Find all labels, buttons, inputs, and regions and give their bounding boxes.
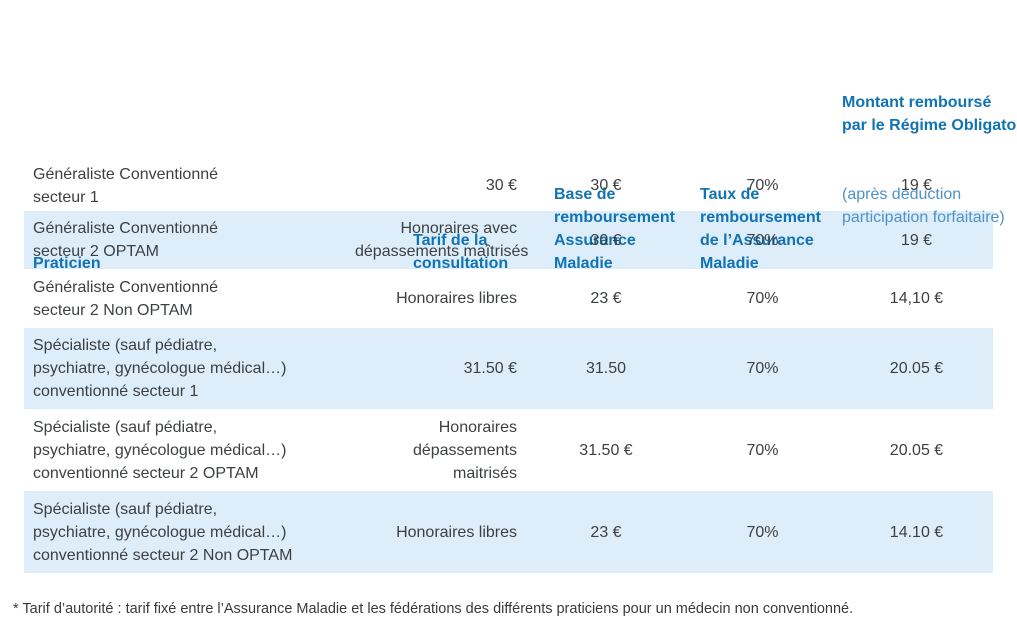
praticien-cell: Spécialiste (sauf pédiatre, psychiatre, … [33,500,293,564]
montant-cell: 20.05 € [889,441,944,459]
taux-cell: 70% [746,523,779,541]
praticien-cell: Généraliste Conventionné secteur 2 Non O… [33,278,219,319]
taux-cell: 70% [746,290,779,307]
montant-cell: 20.05 € [889,360,944,377]
praticien-cell: Généraliste Conventionné secteur 2 OPTAM [33,220,219,260]
column-header-tarif-consultation: Tarif de la consultation [413,232,509,272]
praticien-cell: Généraliste Conventionné secteur 1 [33,165,219,206]
footnote: * Tarif d’autorité : tarif fixé entre l’… [13,601,854,617]
montant-cell: 14.10 € [889,523,944,541]
taux-cell: 70% [746,360,779,377]
tarif-cell: Honoraires libres [396,290,517,307]
table-header-row: Praticien Tarif de la consultation Base … [24,45,1017,272]
base-cell: 30 € [590,177,622,194]
table-row-generaliste-secteur-2-non-optam: Généraliste Conventionné secteur 2 Non O… [24,269,993,328]
column-header-montant-sublabel: (après déduction participation forfaitai… [842,186,1005,226]
taux-cell: 70% [746,441,779,459]
base-cell: 23 € [590,523,622,541]
column-header-taux-remboursement: Taux de remboursement de l’Assurance Mal… [700,186,821,272]
tarif-cell: 31.50 € [463,360,517,377]
table-row-specialiste-secteur-1: Spécialiste (sauf pédiatre, psychiatre, … [24,328,993,409]
montant-cell: 19 € [900,231,933,249]
table-row-specialiste-secteur-2-optam: Spécialiste (sauf pédiatre, psychiatre, … [24,409,993,491]
column-header-praticien: Praticien [33,255,101,272]
column-header-base-remboursement: Base de remboursement Assurance Maladie [554,186,675,272]
montant-cell: 19 € [900,177,933,194]
base-cell: 23 € [590,290,622,307]
tarif-cell: Honoraires avec dépassements maîtrisés [355,220,529,260]
table-row-generaliste-secteur-2-optam: Généraliste Conventionné secteur 2 OPTAM… [24,211,993,269]
montant-cell: 14,10 € [889,290,944,307]
praticien-cell: Spécialiste (sauf pédiatre, psychiatre, … [33,337,287,400]
column-header-montant-rembourse: Montant remboursé par le Régime Obligato… [840,45,1017,292]
base-cell: 31.50 € [579,441,633,459]
column-header-montant-label: Montant remboursé par le Régime Obligato… [842,94,1017,134]
table-row-specialiste-secteur-2-non-optam: Spécialiste (sauf pédiatre, psychiatre, … [24,491,993,573]
base-cell: 30 € [590,231,622,249]
tarif-cell: Honoraires libres [396,523,517,541]
reimbursement-table: Praticien Tarif de la consultation Base … [24,45,1017,573]
table-row-generaliste-secteur-1: Généraliste Conventionné secteur 1 30 € … [24,160,993,211]
tarif-cell: 30 € [485,177,517,194]
praticien-cell: Spécialiste (sauf pédiatre, psychiatre, … [33,418,287,482]
tarif-cell: Honoraires dépassements maitrisés [412,418,517,482]
base-cell: 31.50 [585,360,627,377]
taux-cell: 70% [746,177,779,194]
taux-cell: 70% [746,231,779,249]
